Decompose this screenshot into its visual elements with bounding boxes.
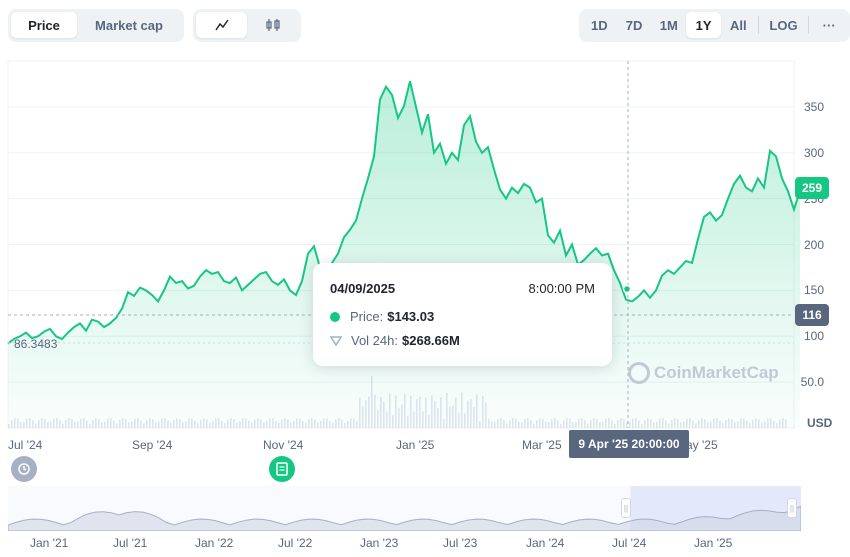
navigator-tick-label: Jan '25 (694, 536, 733, 550)
navigator-right-handle[interactable]: || (787, 498, 797, 518)
navigator-tick-label: Jan '22 (195, 536, 234, 550)
navigator-tick-label: Jan '23 (360, 536, 399, 550)
tab-market-cap[interactable]: Market cap (95, 17, 163, 33)
range-1d[interactable]: 1D (591, 17, 608, 33)
low-price-label: 86.3483 (14, 337, 58, 351)
x-tick-label: Nov '24 (263, 438, 304, 452)
coinmarketcap-logo-icon (628, 362, 650, 384)
range-7d[interactable]: 7D (625, 17, 643, 33)
x-tick-label: Sep '24 (132, 438, 173, 452)
y-tick-label: 200 (803, 237, 824, 252)
tooltip-time: 8:00:00 PM (528, 281, 596, 296)
history-icon[interactable] (11, 456, 37, 482)
x-tick-label: Jul '24 (8, 438, 43, 452)
price-line (7, 80, 801, 345)
line-chart-button[interactable] (196, 12, 247, 38)
volume-icon (330, 335, 342, 346)
crosshair-date-badge: 9 Apr '25 20:00:00 (569, 430, 689, 458)
news-icon[interactable] (269, 456, 295, 482)
crosshair-price-badge: 116 (795, 304, 829, 326)
tooltip-date: 04/09/2025 (330, 281, 396, 296)
more-options-button[interactable]: ··· (822, 17, 836, 33)
x-tick-label: Jan '25 (396, 438, 435, 452)
crosshair-point (622, 284, 632, 294)
navigator-tick-label: Jan '21 (30, 536, 69, 550)
chart-type-toggle: Price Market cap (8, 9, 184, 42)
tooltip-vol-value: $268.66M (402, 333, 460, 348)
divider (757, 16, 759, 34)
navigator-left-handle[interactable]: || (621, 498, 631, 518)
time-range-toggle: 1D 7D 1M 1Y All LOG ··· (579, 9, 850, 42)
divider (808, 16, 810, 34)
x-tick-label: Mar '25 (522, 438, 562, 452)
range-all[interactable]: All (729, 17, 747, 33)
y-tick-label: 50.0 (800, 375, 824, 390)
y-tick-label: 350 (803, 99, 824, 114)
watermark-text: CoinMarketCap (654, 363, 779, 382)
tooltip-price-label: Price: (350, 309, 384, 324)
range-1y[interactable]: 1Y (686, 12, 721, 38)
watermark: CoinMarketCap (628, 362, 779, 384)
tooltip-vol-label: Vol 24h: (351, 333, 398, 348)
y-tick-label: 100 (803, 329, 824, 344)
tab-price[interactable]: Price (11, 12, 77, 38)
range-1m[interactable]: 1M (659, 17, 678, 33)
navigator-tick-label: Jan '24 (526, 536, 565, 550)
line-chart-icon (214, 19, 229, 31)
price-dot-icon (330, 311, 340, 322)
candlestick-button[interactable] (247, 12, 298, 38)
navigator-tick-label: Jul '21 (113, 536, 148, 550)
navigator-tick-label: Jul '23 (443, 536, 478, 550)
log-scale-button[interactable]: LOG (769, 17, 798, 33)
current-price-badge: 259 (795, 177, 829, 199)
chart-style-toggle (193, 9, 301, 42)
navigator-tick-label: Jul '24 (612, 536, 647, 550)
y-tick-label: 300 (803, 145, 824, 160)
candlestick-icon (265, 19, 280, 31)
currency-label: USD (807, 416, 833, 430)
range-navigator[interactable] (8, 486, 801, 531)
navigator-tick-label: Jul '22 (278, 536, 313, 550)
y-tick-label: 150 (803, 283, 824, 298)
tooltip: 04/09/2025 8:00:00 PM Price: $143.03 Vol… (313, 263, 612, 366)
tooltip-price-value: $143.03 (387, 309, 435, 324)
